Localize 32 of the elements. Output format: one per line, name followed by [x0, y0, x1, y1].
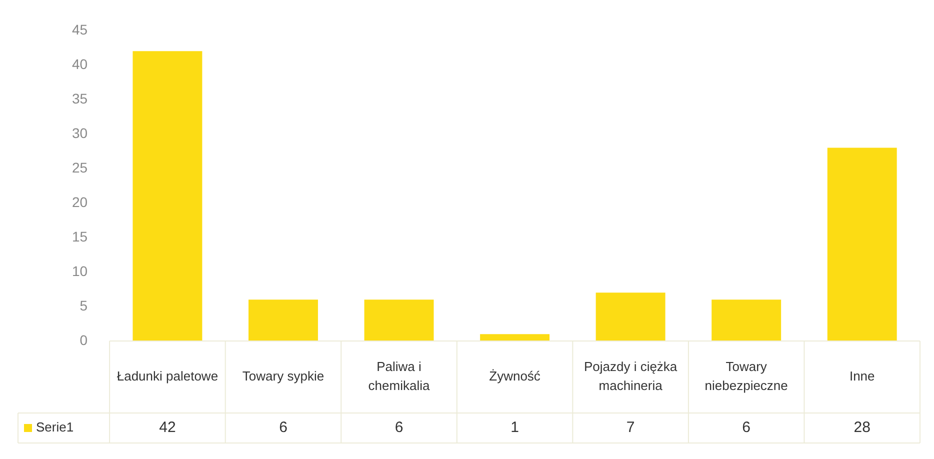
bar [712, 300, 782, 341]
x-tick-label: Pojazdy i ciężka machineria [584, 359, 678, 394]
bar [132, 51, 202, 341]
data-label: 28 [854, 419, 870, 436]
data-label: 7 [626, 419, 635, 436]
y-tick-label: 5 [80, 297, 88, 314]
y-tick-label: 35 [72, 90, 88, 106]
x-tick-label: Paliwa i chemikalia [368, 359, 430, 394]
data-label: 6 [742, 419, 751, 436]
y-tick-label: 10 [72, 262, 88, 279]
y-tick-label: 15 [72, 228, 88, 244]
x-tick-label: Towary niebezpieczne [704, 359, 788, 394]
bar [480, 334, 550, 341]
x-tick-label: Towary sypkie [242, 368, 324, 384]
y-tick-label: 45 [72, 21, 88, 38]
y-tick-label: 20 [72, 194, 88, 210]
x-tick-label: Żywność [489, 368, 541, 384]
data-label: 42 [159, 419, 176, 436]
data-label: 6 [394, 419, 404, 436]
x-tick-label: Ładunki paletowe [116, 368, 218, 384]
y-tick-label: 30 [72, 124, 88, 141]
data-label: 1 [510, 419, 519, 436]
y-tick-label: 40 [72, 56, 88, 72]
bar [364, 300, 434, 341]
y-tick-label: 25 [72, 159, 88, 176]
legend-label: Serie1 [36, 420, 74, 435]
bar [596, 292, 666, 341]
x-tick-label: Inne [849, 368, 875, 384]
y-tick-label: 0 [80, 332, 88, 348]
bar [827, 148, 897, 341]
bar [248, 300, 318, 341]
data-label: 6 [279, 419, 288, 436]
